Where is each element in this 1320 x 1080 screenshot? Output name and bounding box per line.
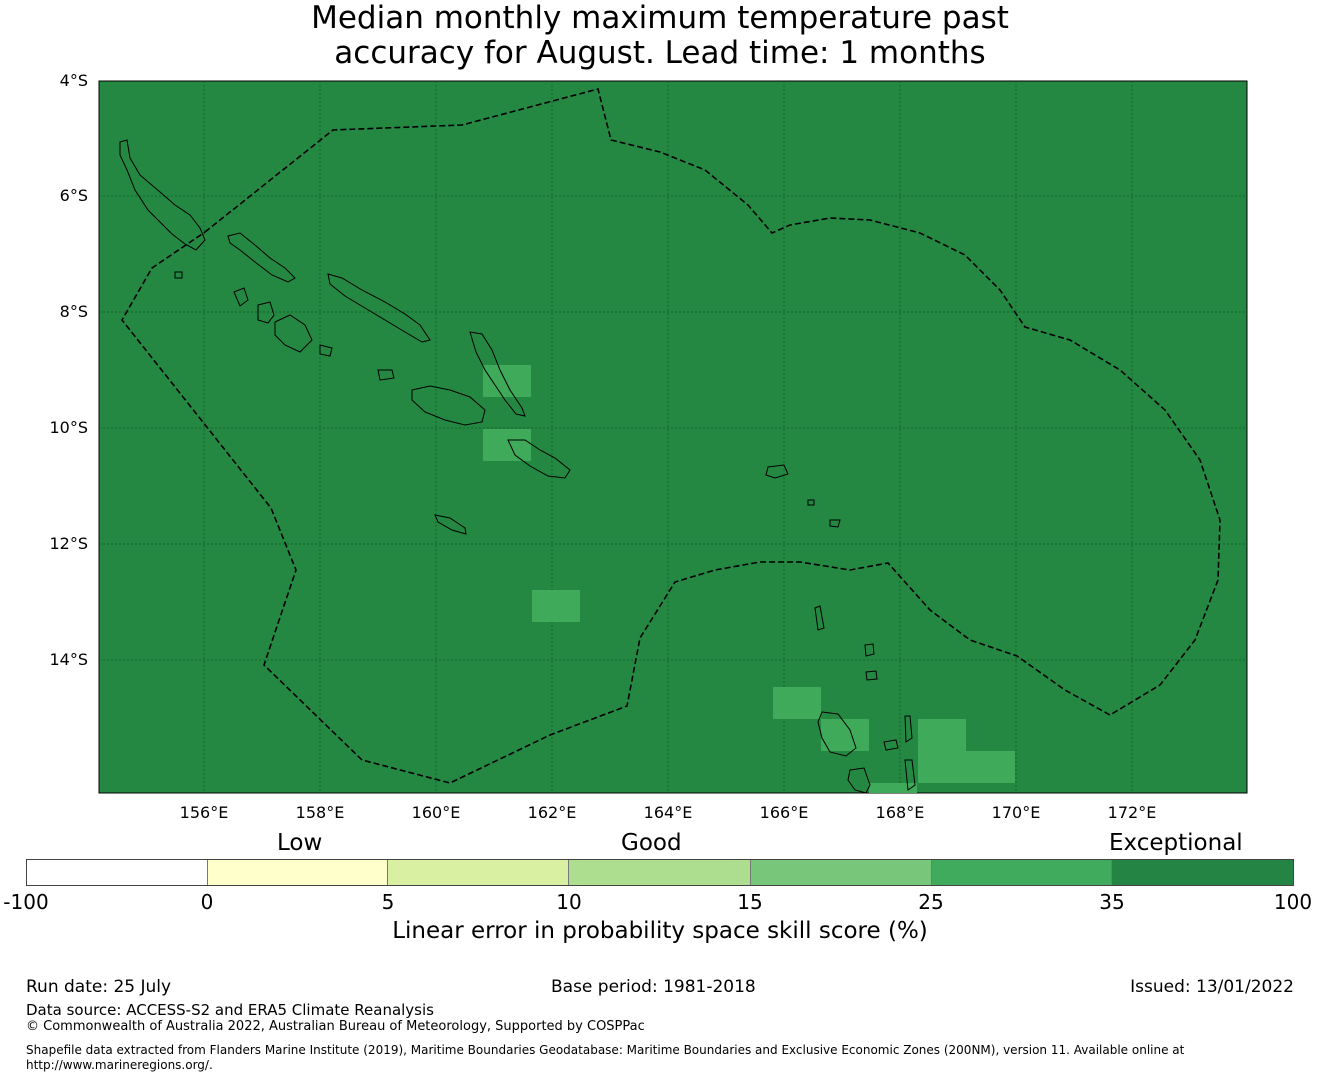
colorbar-segment <box>207 860 389 885</box>
island-gaua <box>864 643 875 657</box>
lat-label-10s: 10°S <box>49 418 88 437</box>
map-title-line2: accuracy for August. Lead time: 1 months <box>334 35 986 71</box>
map-panel <box>98 80 1248 794</box>
island-ambae <box>883 739 899 751</box>
run-date: Run date: 25 July <box>26 977 172 997</box>
lon-label-162e: 162°E <box>527 803 577 822</box>
island-nggela <box>377 369 395 381</box>
lon-label-170e: 170°E <box>991 803 1041 822</box>
eez-boundaries <box>121 88 1221 784</box>
island-rennell <box>434 514 467 535</box>
lat-label-4s: 4°S <box>59 71 88 90</box>
skill-cell <box>773 687 821 719</box>
colorbar-segment <box>931 860 1113 885</box>
island-malekula <box>847 767 871 794</box>
colorbar <box>26 859 1294 886</box>
island-espiritu-santo <box>817 711 857 757</box>
island-torres <box>814 605 825 631</box>
island-vella-lavella <box>233 287 249 307</box>
island-vanua-lava <box>865 670 878 681</box>
colorbar-tick: 100 <box>1273 890 1313 914</box>
colorbar-tick: 25 <box>918 890 944 914</box>
lon-label-160e: 160°E <box>411 803 461 822</box>
lon-label-168e: 168°E <box>875 803 925 822</box>
skill-cells <box>483 365 1015 793</box>
skill-cell <box>869 783 917 793</box>
eez-solomon-islands <box>121 88 1221 784</box>
skill-cell <box>918 719 966 751</box>
shapefile-credit-line2: http://www.marineregions.org/. <box>26 1058 213 1072</box>
colorbar-tick: -100 <box>3 890 49 914</box>
copyright-notice: © Commonwealth of Australia 2022, Austra… <box>26 1019 645 1034</box>
island-vanikoro <box>829 519 841 528</box>
map-background <box>98 80 1248 794</box>
lon-label-164e: 164°E <box>643 803 693 822</box>
island-isabel <box>327 273 431 343</box>
lon-label-156e: 156°E <box>179 803 229 822</box>
island-bougainville <box>119 139 206 251</box>
colorbar-segment <box>750 860 932 885</box>
colorbar-segment <box>569 860 751 885</box>
legend-category-exceptional: Exceptional <box>1109 830 1243 856</box>
colorbar-segment <box>1112 860 1294 885</box>
lat-label-14s: 14°S <box>49 650 88 669</box>
colorbar-tick: 0 <box>200 890 214 914</box>
island-pentecost <box>904 759 916 791</box>
base-period: Base period: 1981-2018 <box>551 977 756 997</box>
lon-label-172e: 172°E <box>1107 803 1157 822</box>
colorbar-label: Linear error in probability space skill … <box>392 918 928 944</box>
skill-cell <box>483 365 531 397</box>
island-santa-isabel-small <box>319 344 333 357</box>
lon-label-158e: 158°E <box>295 803 345 822</box>
skill-cell <box>532 590 580 622</box>
colorbar-segment <box>388 860 570 885</box>
island-shortland <box>174 271 183 279</box>
island-tikopia <box>807 499 815 506</box>
coastlines <box>119 139 916 794</box>
skill-cell <box>918 751 1015 783</box>
shapefile-credit-line1: Shapefile data extracted from Flanders M… <box>26 1043 1185 1057</box>
island-makira <box>507 439 571 479</box>
skill-cell <box>483 429 531 461</box>
map-title-line1: Median monthly maximum temperature past <box>311 0 1009 36</box>
colorbar-tick: 10 <box>556 890 582 914</box>
island-malaita <box>469 331 526 417</box>
lat-label-12s: 12°S <box>49 534 88 553</box>
legend-category-good: Good <box>621 830 682 856</box>
colorbar-tick: 5 <box>381 890 395 914</box>
island-new-georgia <box>257 301 275 324</box>
gridlines <box>99 81 1247 793</box>
lat-label-6s: 6°S <box>59 186 88 205</box>
data-source: Data source: ACCESS-S2 and ERA5 Climate … <box>26 1001 434 1019</box>
colorbar-segment <box>27 860 208 885</box>
island-santa-cruz <box>765 464 789 479</box>
island-new-georgia-2 <box>274 314 313 353</box>
skill-cell <box>821 719 869 751</box>
legend-category-low: Low <box>277 830 323 856</box>
colorbar-tick: 15 <box>737 890 763 914</box>
island-choiseul <box>227 232 296 283</box>
issued-date: Issued: 13/01/2022 <box>1130 977 1294 997</box>
island-guadalcanal <box>411 385 486 426</box>
lon-label-166e: 166°E <box>759 803 809 822</box>
island-maewo <box>904 715 913 743</box>
colorbar-tick: 35 <box>1099 890 1125 914</box>
lat-label-8s: 8°S <box>59 302 88 321</box>
